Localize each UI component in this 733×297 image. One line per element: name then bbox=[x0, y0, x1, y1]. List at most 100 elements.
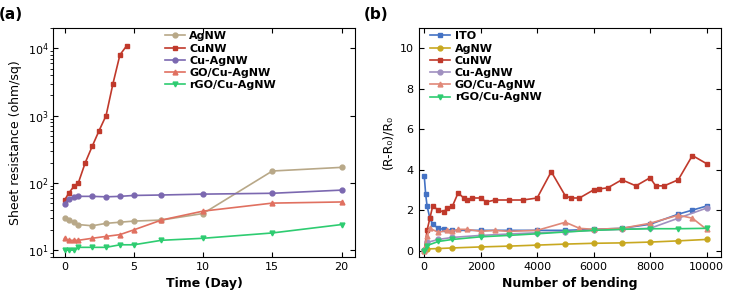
rGO/Cu-AgNW bbox=[88, 246, 97, 249]
ITO bbox=[533, 229, 542, 232]
X-axis label: Number of bending: Number of bending bbox=[502, 277, 638, 290]
GO/Cu-AgNW bbox=[116, 233, 125, 236]
GO/Cu-AgNW bbox=[65, 238, 73, 242]
AgNW bbox=[674, 239, 682, 243]
GO/Cu-AgNW bbox=[425, 227, 434, 230]
Text: (a): (a) bbox=[0, 7, 23, 22]
GO/Cu-AgNW bbox=[589, 228, 598, 231]
GO/Cu-AgNW bbox=[60, 236, 69, 240]
CuNW bbox=[674, 178, 682, 181]
GO/Cu-AgNW bbox=[617, 227, 626, 230]
ITO bbox=[434, 227, 443, 230]
Line: AgNW: AgNW bbox=[421, 237, 709, 252]
Cu-AgNW bbox=[116, 195, 125, 198]
rGO/Cu-AgNW bbox=[157, 238, 166, 242]
GO/Cu-AgNW bbox=[463, 228, 471, 231]
CuNW bbox=[108, 82, 117, 85]
GO/Cu-AgNW bbox=[646, 222, 655, 225]
AgNW bbox=[504, 244, 513, 248]
Cu-AgNW bbox=[199, 192, 207, 196]
ITO bbox=[646, 222, 655, 226]
ITO bbox=[561, 229, 570, 232]
CuNW bbox=[81, 161, 89, 165]
CuNW bbox=[660, 184, 668, 188]
rGO/Cu-AgNW bbox=[674, 227, 682, 230]
X-axis label: Time (Day): Time (Day) bbox=[166, 277, 243, 290]
rGO/Cu-AgNW bbox=[589, 229, 598, 232]
CuNW bbox=[122, 44, 131, 47]
CuNW bbox=[440, 210, 449, 214]
rGO/Cu-AgNW bbox=[337, 223, 346, 226]
CuNW bbox=[490, 198, 499, 202]
Cu-AgNW bbox=[434, 238, 443, 241]
rGO/Cu-AgNW bbox=[74, 246, 83, 249]
Cu-AgNW bbox=[130, 194, 139, 197]
ITO bbox=[448, 229, 457, 232]
rGO/Cu-AgNW bbox=[130, 243, 139, 247]
Cu-AgNW bbox=[646, 227, 655, 230]
GO/Cu-AgNW bbox=[443, 229, 452, 232]
AgNW bbox=[65, 218, 73, 222]
CuNW bbox=[702, 162, 711, 165]
Text: (b): (b) bbox=[364, 7, 388, 22]
GO/Cu-AgNW bbox=[448, 230, 457, 233]
CuNW bbox=[463, 198, 471, 202]
GO/Cu-AgNW bbox=[268, 201, 277, 205]
Cu-AgNW bbox=[617, 228, 626, 231]
AgNW bbox=[116, 220, 125, 224]
CuNW bbox=[420, 249, 429, 252]
CuNW bbox=[423, 229, 432, 232]
rGO/Cu-AgNW bbox=[65, 248, 73, 252]
GO/Cu-AgNW bbox=[130, 228, 139, 232]
Cu-AgNW bbox=[533, 231, 542, 235]
GO/Cu-AgNW bbox=[575, 227, 584, 230]
AgNW bbox=[102, 222, 111, 225]
CuNW bbox=[632, 184, 641, 188]
CuNW bbox=[617, 178, 626, 181]
CuNW bbox=[60, 198, 69, 202]
CuNW bbox=[74, 181, 83, 185]
Line: CuNW: CuNW bbox=[421, 153, 709, 253]
CuNW bbox=[468, 196, 476, 200]
ITO bbox=[688, 208, 697, 212]
CuNW bbox=[595, 187, 604, 191]
rGO/Cu-AgNW bbox=[423, 244, 432, 247]
CuNW bbox=[504, 198, 513, 202]
AgNW bbox=[268, 169, 277, 173]
Cu-AgNW bbox=[476, 234, 485, 237]
Cu-AgNW bbox=[157, 193, 166, 197]
AgNW bbox=[434, 247, 443, 250]
CuNW bbox=[533, 196, 542, 200]
ITO bbox=[617, 227, 626, 230]
AgNW bbox=[533, 243, 542, 247]
GO/Cu-AgNW bbox=[533, 229, 542, 232]
rGO/Cu-AgNW bbox=[268, 231, 277, 235]
AgNW bbox=[423, 247, 432, 251]
Cu-AgNW bbox=[674, 217, 682, 220]
CuNW bbox=[454, 191, 463, 195]
GO/Cu-AgNW bbox=[674, 214, 682, 217]
GO/Cu-AgNW bbox=[561, 220, 570, 224]
CuNW bbox=[434, 208, 443, 212]
CuNW bbox=[476, 196, 485, 200]
AgNW bbox=[702, 238, 711, 241]
rGO/Cu-AgNW bbox=[561, 230, 570, 234]
CuNW bbox=[652, 184, 660, 188]
CuNW bbox=[603, 186, 612, 190]
AgNW bbox=[60, 216, 69, 220]
CuNW bbox=[646, 176, 655, 180]
CuNW bbox=[688, 154, 697, 157]
Cu-AgNW bbox=[70, 195, 78, 199]
AgNW bbox=[70, 220, 78, 224]
rGO/Cu-AgNW bbox=[420, 249, 429, 252]
Y-axis label: (R-R₀)/R₀: (R-R₀)/R₀ bbox=[381, 115, 394, 169]
GO/Cu-AgNW bbox=[702, 228, 711, 231]
Legend: ITO, AgNW, CuNW, Cu-AgNW, GO/Cu-AgNW, rGO/Cu-AgNW: ITO, AgNW, CuNW, Cu-AgNW, GO/Cu-AgNW, rG… bbox=[430, 31, 542, 102]
Cu-AgNW bbox=[74, 195, 83, 198]
rGO/Cu-AgNW bbox=[116, 243, 125, 247]
GO/Cu-AgNW bbox=[337, 200, 346, 204]
AgNW bbox=[157, 218, 166, 222]
CuNW bbox=[460, 196, 468, 200]
Cu-AgNW bbox=[420, 248, 429, 251]
AgNW bbox=[646, 240, 655, 244]
